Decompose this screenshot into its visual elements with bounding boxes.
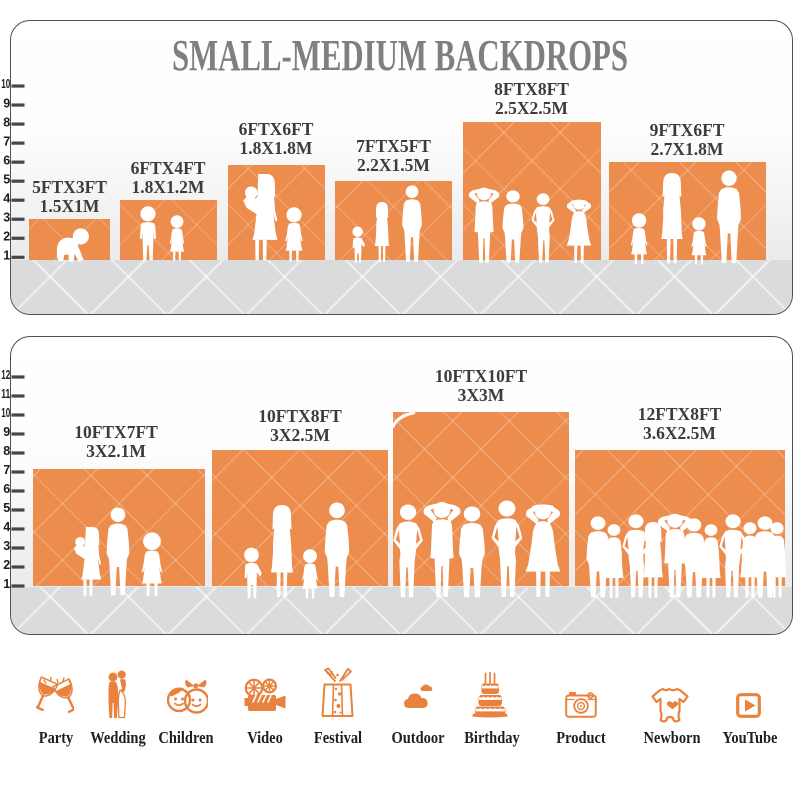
svg-text:5: 5: [3, 500, 10, 515]
svg-text:11: 11: [1, 386, 10, 401]
svg-text:7: 7: [3, 462, 10, 477]
svg-text:6: 6: [3, 152, 10, 167]
svg-text:9: 9: [3, 424, 10, 439]
svg-text:2: 2: [3, 228, 10, 243]
svg-text:2: 2: [3, 557, 10, 572]
svg-text:9: 9: [3, 95, 10, 110]
svg-text:5: 5: [3, 171, 10, 186]
svg-text:1: 1: [3, 248, 10, 263]
svg-text:12: 12: [1, 367, 10, 382]
svg-text:4: 4: [3, 519, 11, 534]
svg-text:3: 3: [3, 538, 10, 553]
svg-text:6: 6: [3, 481, 10, 496]
svg-text:1: 1: [3, 576, 10, 591]
svg-text:10: 10: [1, 76, 10, 91]
svg-text:10: 10: [1, 405, 10, 420]
svg-text:7: 7: [3, 133, 10, 148]
svg-text:8: 8: [3, 114, 10, 129]
svg-text:4: 4: [3, 190, 11, 205]
svg-text:3: 3: [3, 209, 10, 224]
svg-text:8: 8: [3, 443, 10, 458]
